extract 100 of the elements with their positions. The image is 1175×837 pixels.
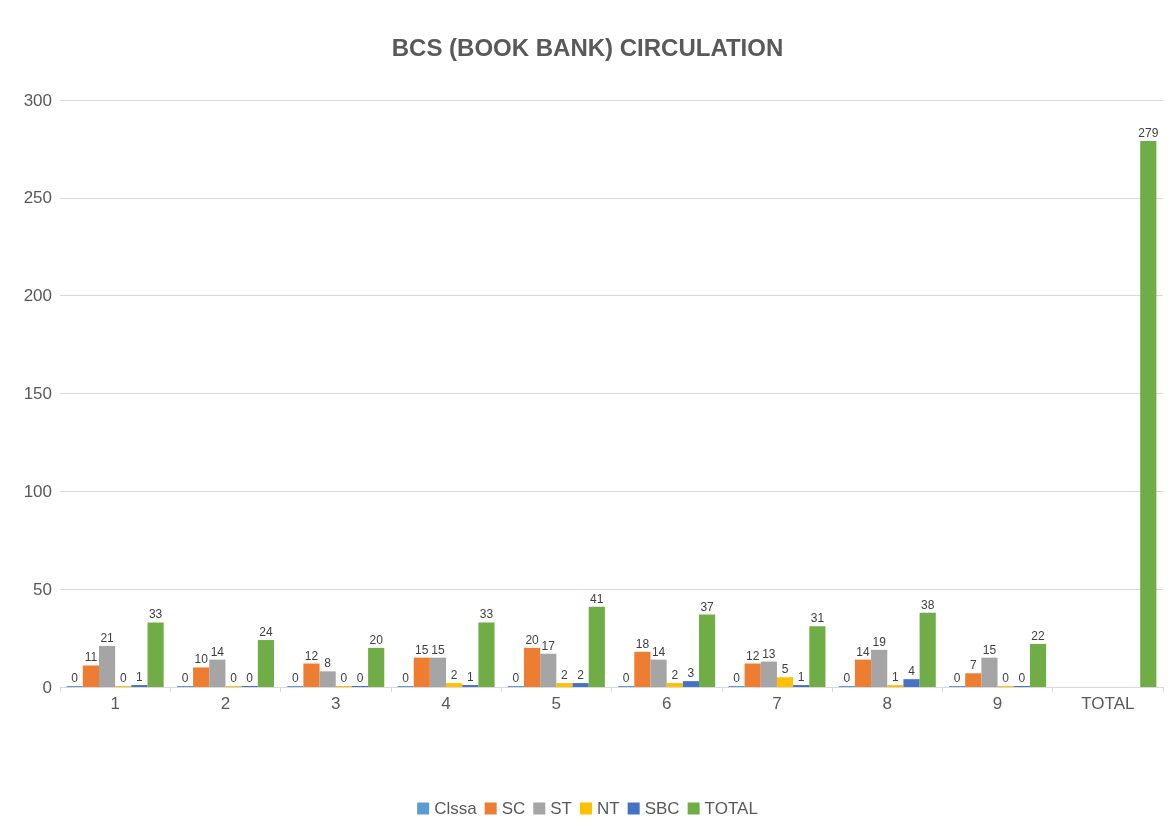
data-label: 0: [622, 671, 630, 685]
bar: [588, 606, 605, 687]
data-label: 14: [856, 644, 870, 659]
data-label: 15: [415, 642, 429, 657]
bar: [98, 645, 116, 687]
bar: [682, 681, 699, 687]
bar: [524, 647, 541, 687]
bar: [209, 659, 226, 687]
legend-label: SBC: [644, 799, 680, 818]
data-label: 20: [525, 632, 540, 647]
data-label: 1: [466, 670, 474, 685]
bar: [965, 673, 982, 687]
data-label: 31: [810, 611, 825, 626]
data-label: 0: [953, 671, 961, 685]
bar: [1140, 141, 1157, 687]
data-label: 1: [136, 670, 144, 685]
data-label: 0: [246, 671, 254, 685]
bar: [903, 679, 920, 687]
y-tick-label: 100: [23, 481, 52, 501]
data-label: 7: [969, 658, 977, 673]
data-label: 8: [324, 656, 332, 671]
bar: [82, 665, 99, 687]
bar: [147, 622, 164, 687]
bar: [368, 647, 385, 687]
data-label: 22: [1031, 628, 1045, 643]
y-tick-label: 0: [42, 677, 52, 697]
bar: [446, 683, 463, 687]
x-tick-label: 6: [661, 694, 672, 713]
data-label: 21: [100, 630, 115, 645]
bar: [193, 667, 210, 687]
data-label: 0: [1002, 671, 1010, 685]
bar: [257, 640, 274, 687]
data-label: 14: [651, 644, 666, 659]
legend-label: TOTAL: [704, 799, 758, 818]
bar: [650, 659, 667, 687]
data-label: 1: [797, 670, 805, 685]
bar: [413, 657, 430, 687]
bar: [981, 657, 998, 687]
data-label: 0: [181, 671, 189, 685]
data-label: 14: [210, 644, 225, 659]
legend-label: SC: [501, 799, 526, 818]
data-label: 4: [908, 664, 916, 679]
x-tick-label: 3: [331, 694, 341, 713]
data-label: 0: [1018, 671, 1026, 685]
data-label: 2: [671, 668, 679, 683]
bar: [540, 653, 557, 687]
x-tick-label: 4: [441, 694, 451, 713]
x-tick-label: 1: [110, 694, 120, 713]
data-label: 0: [340, 671, 348, 685]
bar: [556, 683, 573, 687]
y-tick-label: 150: [23, 384, 52, 403]
data-label: 33: [148, 607, 163, 622]
bar: [871, 649, 888, 687]
data-label: 1: [891, 670, 899, 685]
y-tick-label: 50: [33, 579, 52, 599]
data-label: 12: [746, 648, 760, 663]
data-label: 41: [590, 591, 604, 606]
data-label: 38: [921, 597, 935, 612]
data-label: 33: [479, 607, 494, 622]
bar: [429, 657, 447, 687]
x-tick-label: 7: [772, 694, 782, 713]
data-label: 0: [291, 671, 299, 685]
bar: [699, 614, 716, 687]
x-tick-label: TOTAL: [1081, 694, 1135, 713]
bar: [478, 622, 495, 687]
data-label: 13: [762, 646, 776, 661]
bar: [634, 651, 651, 687]
bar: [809, 626, 826, 687]
data-label: 11: [84, 650, 98, 665]
data-label: 20: [369, 632, 384, 647]
data-label: 0: [356, 671, 364, 685]
bar: [572, 683, 589, 687]
y-tick-label: 250: [23, 188, 52, 208]
data-label: 0: [230, 671, 238, 685]
bar: [919, 612, 936, 687]
data-label: 2: [450, 668, 458, 683]
x-tick-label: 9: [992, 694, 1003, 713]
bar: [776, 677, 794, 687]
data-label: 5: [781, 662, 789, 677]
bar: [1029, 643, 1047, 687]
data-label: 2: [577, 668, 585, 683]
y-tick-label: 300: [23, 90, 52, 110]
data-label: 0: [733, 671, 741, 685]
bar: [303, 663, 320, 687]
bar: [854, 659, 872, 687]
data-label: 0: [843, 671, 851, 685]
y-tick-label: 200: [23, 286, 52, 306]
data-label: 12: [304, 648, 319, 663]
data-label: 279: [1138, 126, 1159, 141]
data-label: 3: [687, 666, 695, 681]
data-label: 0: [119, 671, 127, 685]
bar: [744, 663, 761, 687]
bar: [666, 683, 683, 687]
data-label: 24: [259, 625, 273, 640]
data-label: 15: [431, 642, 445, 657]
chart-title: BCS (BOOK BANK) CIRCULATION: [391, 33, 784, 61]
x-tick-label: 8: [882, 694, 892, 713]
data-label: 37: [700, 599, 715, 614]
x-tick-label: 2: [220, 694, 231, 713]
data-label: 0: [71, 671, 79, 685]
